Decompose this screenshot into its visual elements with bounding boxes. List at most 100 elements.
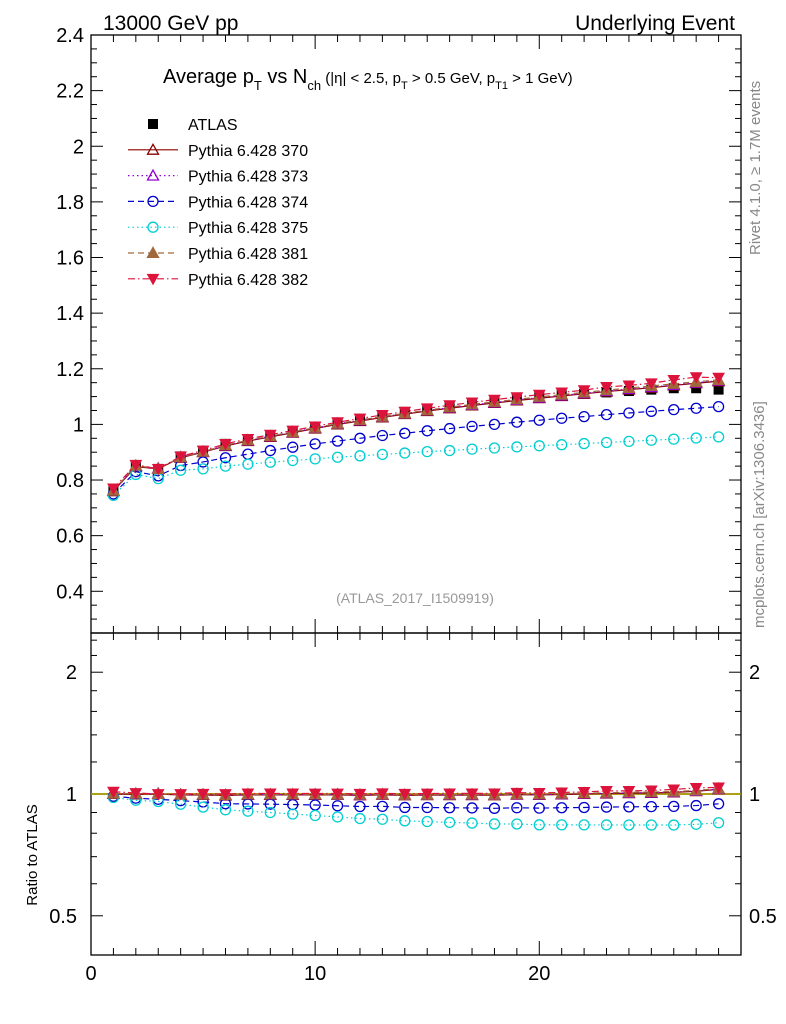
series-pythia-6-428-381: [106, 373, 726, 496]
title-cut1: (|η| < 2.5, p: [321, 70, 401, 87]
ratio-point: [623, 819, 635, 831]
ratio-line: [113, 795, 719, 809]
legend-marker: [146, 142, 160, 155]
data-point: [331, 417, 344, 429]
data-point: [376, 429, 389, 442]
data-point: [667, 374, 681, 387]
title-cut1-sub: T: [401, 80, 408, 92]
ratio-point: [466, 817, 478, 829]
series-line: [112, 379, 719, 491]
main-y-tick-label: 1.6: [56, 248, 84, 270]
ratio-axis-ticks: [91, 639, 741, 956]
data-point: [668, 404, 680, 416]
data-point: [263, 429, 277, 442]
analysis-label: (ATLAS_2017_I1509919): [336, 590, 494, 606]
data-point: [488, 442, 501, 454]
title-vs-sub: ch: [307, 78, 321, 93]
data-point: [510, 392, 524, 404]
data-point: [623, 407, 635, 419]
legend-marker: [147, 221, 159, 233]
data-point: [421, 425, 433, 437]
ratio-point: [488, 788, 501, 800]
main-y-tick-label: 1: [73, 414, 84, 436]
data-point: [421, 446, 433, 458]
main-y-tick-label: 1.4: [56, 303, 84, 325]
ratio-y-tick-label-right: 1: [749, 784, 760, 806]
ratio-point: [689, 782, 703, 795]
ratio-point: [645, 800, 657, 813]
data-point: [309, 438, 321, 450]
title-cut2: > 0.5 GeV, p: [408, 70, 495, 87]
legend-marker: [148, 119, 158, 129]
ratio-point: [263, 788, 277, 800]
ratio-point: [129, 788, 143, 800]
ratio-point: [577, 787, 591, 799]
ratio-point: [645, 819, 657, 831]
data-point: [287, 441, 299, 453]
ratio-point: [197, 801, 209, 813]
main-series-group: [106, 372, 726, 501]
legend-label: Pythia 6.428 382: [188, 272, 308, 289]
ratio-point: [600, 785, 613, 798]
ratio-point: [510, 787, 524, 800]
data-point: [398, 406, 412, 419]
data-point: [511, 441, 523, 453]
legend-item-pythia-6-428-382: Pythia 6.428 382: [128, 272, 308, 289]
ratio-point: [600, 801, 613, 813]
data-point: [242, 458, 254, 470]
data-point: [578, 437, 590, 450]
ratio-point: [488, 818, 501, 830]
data-point: [600, 381, 613, 394]
ratio-point: [286, 788, 300, 800]
legend-item-pythia-6-428-374: Pythia 6.428 374: [128, 194, 308, 211]
data-point: [511, 416, 523, 428]
data-point: [399, 427, 411, 439]
data-point: [645, 434, 657, 446]
legend-label: Pythia 6.428 375: [188, 220, 308, 237]
legend-label: Pythia 6.428 373: [188, 169, 308, 186]
legend-label: Pythia 6.428 381: [188, 246, 308, 263]
legend-label: ATLAS: [188, 117, 238, 134]
header-left: 13000 GeV pp: [103, 12, 238, 35]
data-point: [219, 452, 232, 464]
title-cut2-sub: T1: [495, 80, 508, 92]
data-point: [465, 397, 479, 409]
main-y-tick-label: 1.8: [56, 192, 84, 214]
ratio-series-group: [106, 781, 726, 831]
ratio-point: [690, 818, 702, 830]
ratio-point: [556, 802, 568, 814]
data-point: [713, 384, 724, 395]
data-point: [376, 410, 389, 422]
ratio-y-tick-label-right: 2: [749, 662, 760, 684]
data-point: [555, 387, 569, 399]
ratio-series-pythia-6-428-382: [107, 782, 725, 801]
ratio-point: [151, 789, 165, 801]
ratio-point: [398, 788, 412, 801]
ratio-point: [376, 800, 389, 813]
legend-label: Pythia 6.428 370: [188, 143, 308, 160]
ratio-point: [511, 802, 523, 814]
ratio-point: [354, 800, 366, 813]
ratio-y-tick-label-right: 0.5: [749, 906, 777, 928]
mcplots-label: mcplots.cern.ch [arXiv:1306.3436]: [751, 401, 768, 628]
data-point: [712, 372, 725, 385]
ratio-point: [443, 788, 456, 800]
data-point: [600, 436, 613, 449]
data-point: [488, 418, 501, 431]
ratio-point: [420, 788, 434, 801]
ratio-point: [399, 815, 411, 827]
x-tick-label: 0: [85, 963, 96, 985]
legend-item-pythia-6-428-370: Pythia 6.428 370: [128, 143, 308, 160]
data-point: [622, 380, 636, 392]
ratio-point: [353, 788, 367, 801]
data-point: [466, 443, 478, 455]
ratio-ylabel: Ratio to ATLAS: [24, 804, 41, 905]
ratio-point: [219, 789, 232, 801]
data-point: [175, 464, 187, 476]
ratio-point: [421, 815, 433, 828]
data-point: [645, 405, 657, 417]
ratio-point: [600, 819, 613, 831]
data-point: [331, 435, 344, 447]
x-tick-labels: 0 10 20: [85, 963, 550, 985]
data-point: [264, 456, 276, 468]
